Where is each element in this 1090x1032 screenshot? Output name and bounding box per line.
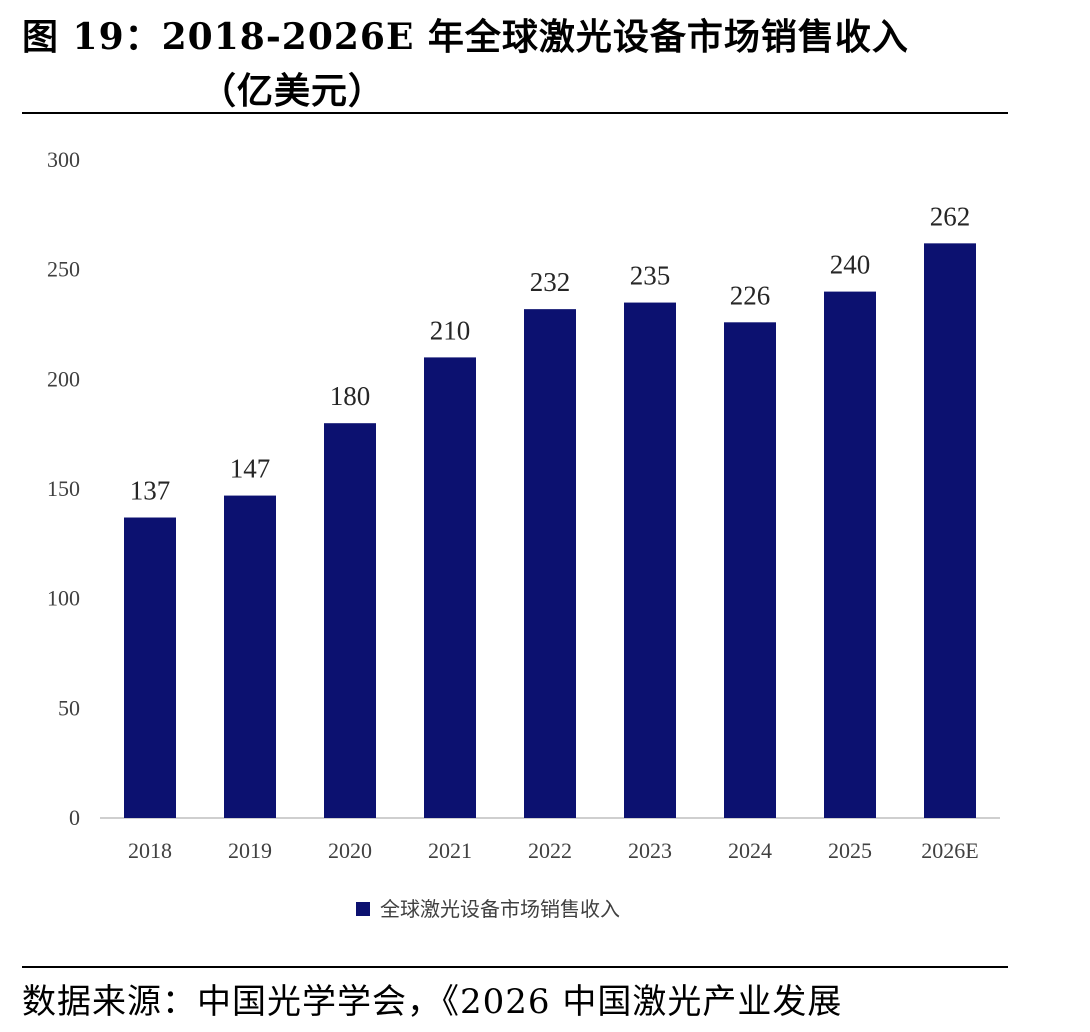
bar: [924, 243, 976, 818]
data-label: 147: [230, 454, 271, 484]
x-tick-label: 2022: [528, 838, 572, 863]
bar-chart: 0 50 100 150 200 250 300 137 2018 147 2019 180 2020 2…: [47, 147, 1000, 921]
legend-label: 全球激光设备市场销售收入: [380, 897, 620, 921]
bar: [624, 302, 676, 818]
x-tick-label: 2026E: [921, 838, 978, 863]
data-label: 232: [530, 267, 571, 297]
source-note: 数据来源：中国光学学会，《2026 中国激光产业发展: [22, 982, 843, 1022]
y-tick-label: 50: [58, 695, 80, 720]
bottom-rule: [22, 966, 1008, 968]
x-tick-label: 2025: [828, 838, 872, 863]
data-label: 226: [730, 280, 771, 310]
y-tick-label: 300: [47, 147, 80, 172]
figure-title-unit: （亿美元）: [200, 70, 386, 112]
y-tick-label: 100: [47, 586, 80, 611]
top-rule: [22, 112, 1008, 114]
bar: [424, 357, 476, 818]
x-tick-label: 2019: [228, 838, 272, 863]
data-label: 210: [430, 315, 471, 345]
bar: [724, 322, 776, 818]
bar: [824, 291, 876, 819]
y-tick-label: 0: [69, 805, 80, 830]
y-tick-label: 250: [47, 257, 80, 282]
bar: [224, 495, 276, 818]
bar: [524, 309, 576, 818]
x-tick-label: 2018: [128, 838, 172, 863]
data-label: 137: [130, 476, 171, 506]
x-tick-label: 2024: [728, 838, 772, 863]
data-label: 240: [830, 250, 871, 280]
x-tick-label: 2021: [428, 838, 472, 863]
y-tick-label: 150: [47, 476, 80, 501]
legend-swatch: [356, 902, 370, 916]
data-label: 180: [330, 381, 371, 411]
data-label: 262: [930, 201, 971, 231]
bar: [124, 517, 176, 818]
y-tick-label: 200: [47, 366, 80, 391]
x-tick-label: 2020: [328, 838, 372, 863]
figure-title: 图 19：2018-2026E 年全球激光设备市场销售收入: [22, 16, 909, 58]
data-label: 235: [630, 261, 671, 291]
bar: [324, 423, 376, 818]
x-tick-label: 2023: [628, 838, 672, 863]
